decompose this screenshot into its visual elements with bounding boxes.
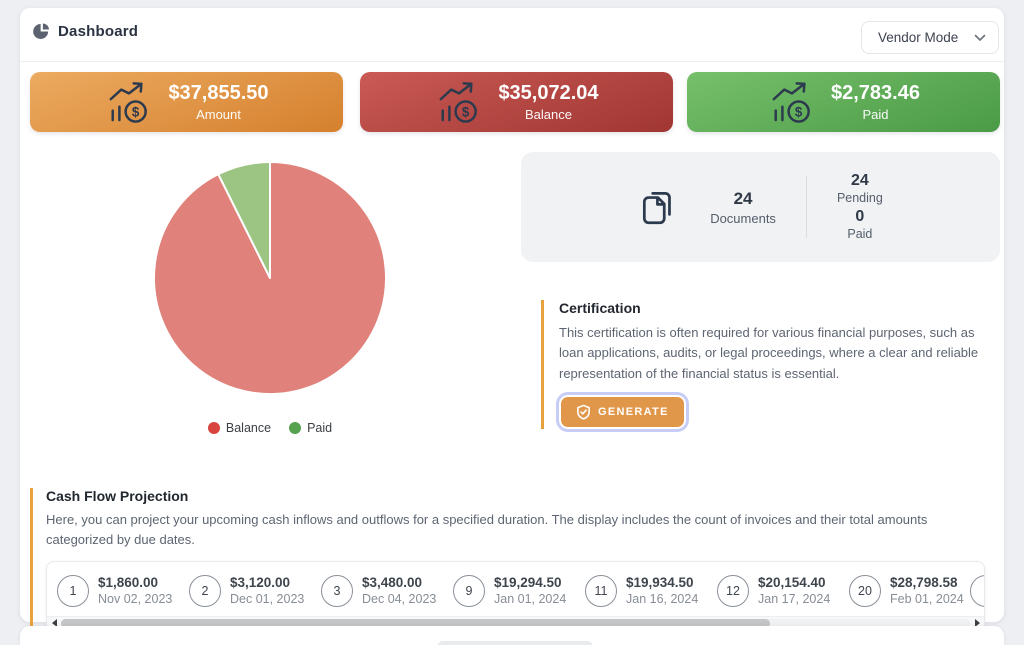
cashflow-item-count: 12	[717, 574, 749, 607]
cashflow-item-text: $1,860.00 Nov 02, 2023	[98, 575, 172, 606]
legend-label: Paid	[307, 421, 333, 435]
cashflow-item-count: 3	[321, 574, 353, 607]
cashflow-item-amount: $3,480.00	[362, 574, 423, 590]
cashflow-item-count: 20	[849, 574, 881, 607]
cashflow-item-text: $20,154.40 Jan 17, 2024	[758, 575, 830, 606]
cashflow-item: 20 $28,798.58 Feb 01, 2024	[849, 574, 981, 607]
next-section-card	[20, 626, 1004, 645]
certification-title: Certification	[559, 300, 641, 316]
legend-item-paid[interactable]: Paid	[289, 421, 332, 435]
legend-label: Balance	[225, 421, 272, 435]
pie-slice-paid	[217, 161, 271, 279]
pie-chart-legend: Balance Paid	[150, 421, 390, 435]
trend-dollar-icon: $	[767, 81, 815, 123]
cashflow-item: 3 $3,480.00 Dec 04, 2023	[321, 574, 453, 607]
cashflow-item-amount: $19,934.50	[626, 574, 694, 590]
cashflow-item-amount: $3,120.00	[230, 574, 291, 590]
cashflow-item: 11 $19,934.50 Jan 16, 2024	[585, 574, 717, 607]
stat-value: $35,072.04	[498, 82, 599, 104]
certification-section: Certification This certification is ofte…	[541, 300, 1003, 429]
pending-count: 24	[850, 172, 869, 190]
cashflow-item-date: Jan 17, 2024	[758, 591, 831, 606]
cashflow-item-date: Nov 02, 2023	[98, 591, 173, 606]
vertical-divider	[805, 176, 807, 238]
cashflow-item-date: Jan 16, 2024	[626, 591, 699, 606]
svg-text:$: $	[132, 104, 140, 119]
chevron-down-icon	[974, 34, 986, 42]
documents-count-block: 24 Documents	[710, 189, 776, 226]
pie-chart-icon	[33, 23, 50, 40]
svg-text:$: $	[795, 104, 803, 119]
svg-text:$: $	[462, 104, 470, 119]
page-title: Dashboard	[58, 23, 139, 40]
paid-count: 0	[855, 208, 865, 225]
documents-count-label: Documents	[710, 210, 776, 226]
stat-label: Balance	[525, 107, 572, 122]
cash-flow-title: Cash Flow Projection	[46, 488, 189, 504]
stat-card-amount: $ $37,855.50 Amount	[30, 72, 343, 132]
cashflow-item-amount: $20,154.40	[758, 574, 826, 590]
pending-label: Pending	[836, 191, 883, 206]
legend-item-balance[interactable]: Balance	[207, 421, 272, 435]
cashflow-item-count: 9	[453, 574, 485, 607]
scroll-left-arrow-icon[interactable]	[47, 616, 61, 630]
stat-label: Amount	[196, 107, 241, 122]
generate-button-label: GENERATE	[598, 405, 669, 418]
generate-button[interactable]: GENERATE	[559, 394, 686, 429]
scrollbar-track[interactable]	[61, 618, 970, 628]
vendor-mode-label: Vendor Mode	[878, 30, 959, 45]
cashflow-item: 12 $20,154.40 Jan 17, 2024	[717, 574, 849, 607]
cashflow-item-amount: $19,294.50	[494, 574, 562, 590]
next-section-peek	[437, 641, 593, 645]
cashflow-item-amount: $1,860.00	[98, 574, 159, 590]
cash-flow-description: Here, you can project your upcoming cash…	[46, 512, 928, 548]
cashflow-item: 2 $3,120.00 Dec 01, 2023	[189, 574, 321, 607]
cashflow-item: 9 $19,294.50 Jan 01, 2024	[453, 574, 585, 607]
legend-dot-icon	[207, 422, 220, 434]
documents-count: 24	[733, 188, 753, 208]
cashflow-item: 1 $1,860.00 Nov 02, 2023	[57, 574, 189, 607]
brand: Dashboard	[33, 23, 138, 40]
stat-value: $37,855.50	[168, 82, 269, 104]
paid-label: Paid	[847, 227, 873, 241]
cash-flow-section: Cash Flow Projection Here, you can proje…	[30, 488, 998, 631]
stat-card-balance: $ $35,072.04 Balance	[360, 72, 673, 132]
cashflow-item-date: Feb 01, 2024	[890, 591, 964, 606]
shield-check-icon	[576, 404, 591, 420]
cashflow-item-date: Jan 01, 2024	[494, 591, 567, 606]
legend-dot-icon	[289, 422, 302, 434]
scroll-right-arrow-icon[interactable]	[970, 616, 984, 630]
cashflow-item-count: 11	[585, 574, 617, 607]
app-header: Dashboard Vendor Mode	[20, 8, 1004, 62]
cashflow-item-text: $19,294.50 Jan 01, 2024	[494, 575, 566, 606]
cashflow-item-text: $19,934.50 Jan 16, 2024	[626, 575, 698, 606]
cashflow-item-date: Dec 04, 2023	[362, 591, 437, 606]
cashflow-item-count: 1	[57, 574, 89, 607]
cash-flow-items: 1 $1,860.00 Nov 02, 2023 2 $3,120.00 Dec…	[57, 574, 981, 607]
stat-card-paid: $ $2,783.46 Paid	[687, 72, 1000, 132]
stat-value: $2,783.46	[831, 82, 920, 104]
scrollbar-thumb[interactable]	[61, 618, 771, 628]
cashflow-item-count: 2	[189, 574, 221, 607]
cashflow-item-text: $3,480.00 Dec 04, 2023	[362, 575, 436, 606]
cashflow-item-text: $3,120.00 Dec 01, 2023	[230, 575, 304, 606]
stat-label: Paid	[862, 107, 889, 122]
balance-paid-pie-chart	[153, 161, 387, 395]
vendor-mode-select[interactable]: Vendor Mode	[861, 21, 999, 54]
main-card: Dashboard Vendor Mode $ $37,855.50	[20, 8, 1004, 631]
documents-icon	[638, 185, 680, 229]
certification-description: This certification is often required for…	[559, 325, 979, 381]
documents-summary-card: 24 Documents 24 Pending 0 Paid	[521, 152, 1000, 262]
cashflow-item-text: $28,798.58 Feb 01, 2024	[890, 575, 964, 606]
documents-status-block: 24 Pending 0 Paid	[837, 171, 883, 242]
cash-flow-strip: 1 $1,860.00 Nov 02, 2023 2 $3,120.00 Dec…	[46, 560, 985, 631]
cashflow-item-amount: $28,798.58	[890, 574, 958, 590]
trend-dollar-icon: $	[104, 81, 152, 123]
trend-dollar-icon: $	[434, 81, 482, 123]
cashflow-item-date: Dec 01, 2023	[230, 591, 305, 606]
